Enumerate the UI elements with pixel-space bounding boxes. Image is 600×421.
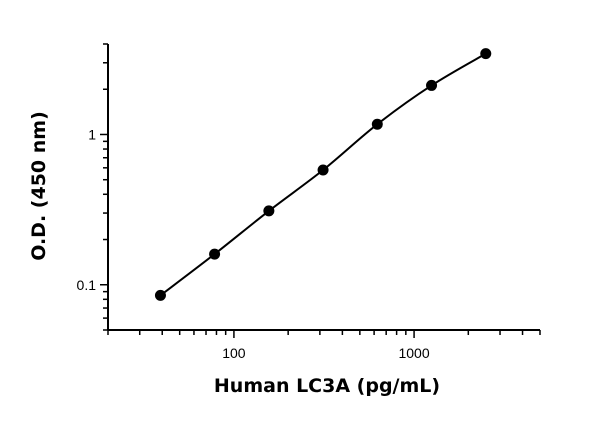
y-axis-title: O.D. (450 nm)	[28, 111, 50, 261]
data-point	[154, 289, 166, 301]
data-point	[371, 118, 383, 130]
x-tick-label: 100	[222, 345, 246, 361]
y-tick-label: 0.1	[77, 277, 97, 293]
x-axis-title: Human LC3A (pg/mL)	[214, 375, 440, 397]
y-tick-label: 1	[88, 126, 96, 142]
data-point	[426, 79, 438, 91]
data-point	[263, 205, 275, 217]
data-point	[209, 248, 221, 260]
x-tick-label: 1000	[398, 345, 429, 361]
y-axis: 0.11	[77, 43, 109, 331]
data-point	[480, 48, 492, 60]
x-axis: 100 1000	[107, 329, 541, 361]
data-points	[154, 48, 492, 301]
data-point	[317, 164, 329, 176]
